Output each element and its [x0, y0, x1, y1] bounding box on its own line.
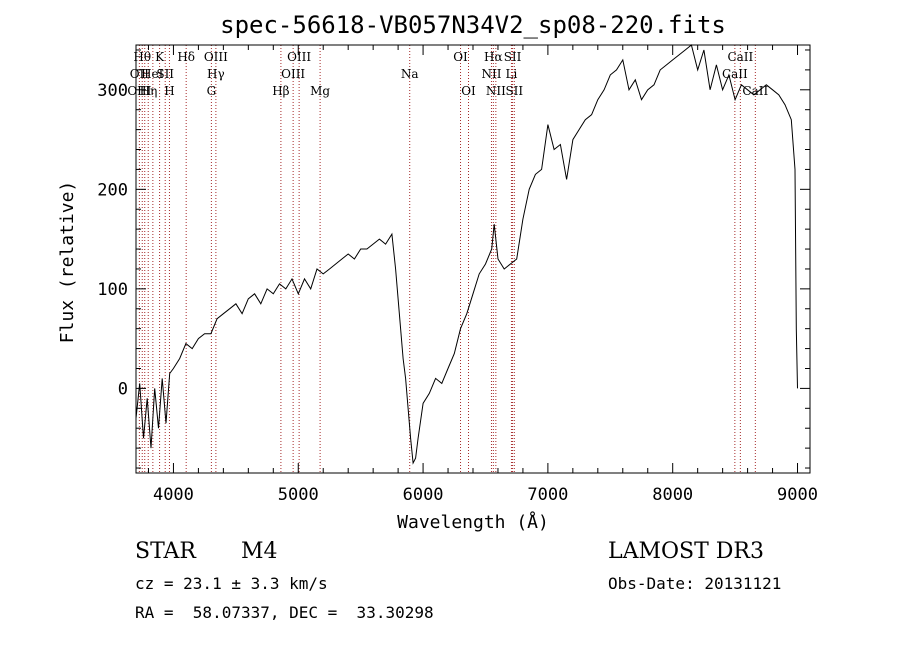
spectrum-line: [135, 44, 798, 465]
line-label-low-6: OI: [461, 84, 476, 98]
chart-title: spec-56618-VB057N34V2_sp08-220.fits: [220, 11, 726, 39]
x-tick-label-9000: 9000: [777, 485, 818, 505]
line-label-mid-6: NII: [481, 67, 501, 81]
line-label-low-2: H: [164, 84, 174, 98]
observation-date: Obs-Date: 20131121: [608, 574, 782, 593]
line-label-mid-0: OII: [130, 67, 150, 81]
y-tick-label-0: 0: [118, 379, 128, 399]
y-tick-label-100: 100: [97, 280, 128, 300]
line-label-mid-8: CaII: [722, 67, 748, 81]
line-label-top-4: OIII: [287, 50, 311, 64]
survey-name: LAMOST DR3: [608, 539, 764, 564]
x-tick-label-7000: 7000: [527, 485, 568, 505]
line-label-top-6: Hα: [484, 50, 503, 64]
x-axis-ticks: 4000 5000 6000 7000 8000 9000: [147, 45, 818, 505]
line-label-top-5: OI: [453, 50, 468, 64]
line-label-top-2: Hδ: [177, 50, 195, 64]
x-tick-label-6000: 6000: [403, 485, 444, 505]
line-label-mid-5: Na: [401, 67, 419, 81]
line-label-mid-7: Li: [506, 67, 518, 81]
line-label-low-3: G: [207, 84, 217, 98]
line-label-mid-3: Hγ: [207, 67, 225, 81]
line-label-low-1: Hη: [140, 84, 158, 98]
emission-line-markers: [138, 45, 756, 473]
object-class: STAR: [135, 539, 196, 564]
line-label-low-7: NII: [486, 84, 506, 98]
line-label-low-9: CaII: [742, 84, 768, 98]
object-subclass: M4: [241, 539, 278, 564]
y-axis-ticks: 0 100 200 300: [97, 49, 810, 469]
line-label-top-1: K: [155, 50, 165, 64]
coordinates: RA = 58.07337, DEC = 33.30298: [135, 603, 434, 622]
x-tick-label-8000: 8000: [652, 485, 693, 505]
line-label-mid-1: HeI: [141, 67, 164, 81]
redshift-velocity: cz = 23.1 ± 3.3 km/s: [135, 574, 328, 593]
line-label-low-8: SII: [505, 84, 523, 98]
line-label-top-3: OIII: [204, 50, 228, 64]
x-tick-label-4000: 4000: [153, 485, 194, 505]
line-label-low-5: Mg: [310, 84, 330, 98]
line-label-mid-2: SII: [156, 67, 174, 81]
line-label-top-0: Hθ: [133, 50, 151, 64]
x-tick-label-5000: 5000: [278, 485, 319, 505]
line-label-low-4: Hβ: [272, 84, 289, 98]
line-label-low-0: OIII: [127, 84, 151, 98]
plot-frame: [135, 44, 811, 474]
line-label-top-7: SII: [504, 50, 522, 64]
y-tick-label-300: 300: [97, 81, 128, 101]
y-tick-label-200: 200: [97, 180, 128, 200]
line-label-top-8: CaII: [727, 50, 753, 64]
y-axis-label: Flux (relative): [57, 181, 78, 344]
x-axis-label: Wavelength (Å): [397, 511, 549, 533]
line-label-mid-4: OIII: [281, 67, 305, 81]
